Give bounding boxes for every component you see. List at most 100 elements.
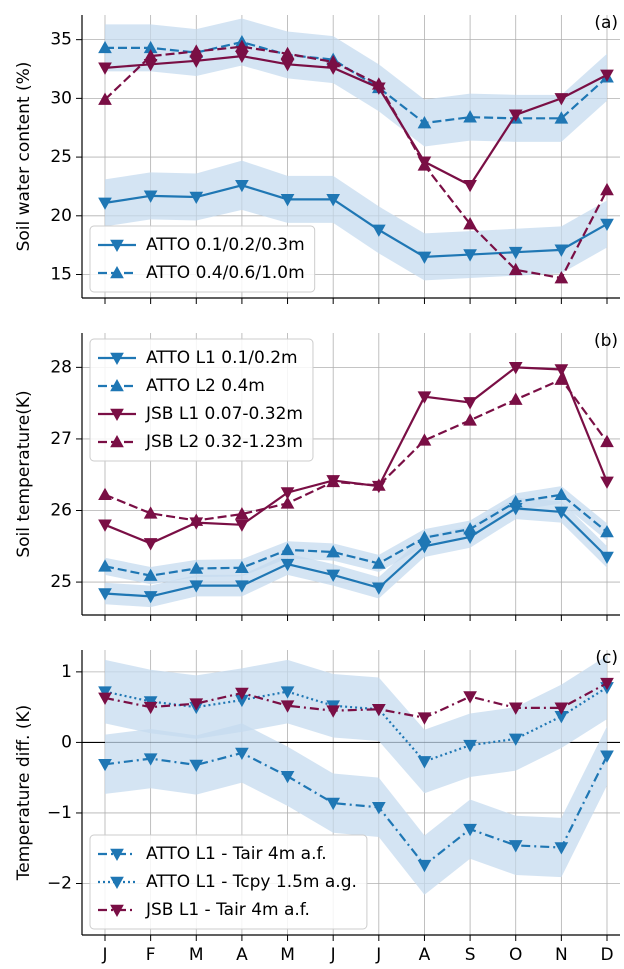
y-tick-label: 30 [50, 88, 72, 108]
marker [371, 478, 386, 491]
marker [417, 712, 432, 725]
marker [463, 397, 477, 410]
marker [326, 474, 341, 488]
error-band [333, 36, 379, 112]
marker [98, 40, 112, 54]
legend-label: JSB L2 0.32-1.23m [145, 432, 303, 452]
panel-label: (c) [595, 648, 618, 668]
error-band [105, 659, 151, 734]
series-line [104, 751, 608, 867]
legend-box [89, 338, 314, 462]
x-tick-label: M [280, 945, 295, 965]
marker [371, 556, 386, 569]
legend-label: ATTO L1 0.1/0.2m [146, 348, 298, 368]
marker [600, 476, 614, 489]
marker [600, 69, 614, 82]
legend-label: JSB L1 0.07-0.32m [145, 404, 303, 424]
y-tick-label: 15 [50, 265, 72, 285]
series-line [105, 40, 608, 125]
series-line [104, 493, 608, 577]
marker [417, 158, 432, 171]
marker [417, 251, 432, 264]
marker [600, 524, 614, 538]
legend-marker [110, 408, 124, 422]
marker [554, 702, 569, 715]
marker [143, 49, 158, 62]
x-tick-label: F [146, 945, 156, 965]
marker [326, 194, 341, 207]
marker [98, 62, 112, 75]
legend-label: ATTO 0.1/0.2/0.3m [146, 235, 305, 255]
marker [508, 702, 523, 715]
series-line [104, 682, 608, 719]
legend: ATTO L1 - Tair 4m a.f. ATTO L1 - Tcpy 1.5… [89, 834, 368, 930]
marker [189, 513, 204, 526]
marker [463, 179, 477, 193]
marker [508, 392, 523, 405]
marker [463, 691, 477, 704]
legend-label: ATTO L1 - Tcpy 1.5m a.g. [146, 872, 357, 892]
marker [280, 496, 295, 509]
legend-marker [110, 904, 124, 918]
marker [600, 218, 614, 232]
marker [326, 797, 341, 811]
legend-marker [110, 378, 124, 392]
marker [143, 701, 158, 715]
marker [600, 551, 614, 565]
y-tick-label: −1 [47, 803, 72, 823]
series-line [104, 378, 608, 522]
marker [463, 413, 477, 426]
marker [326, 705, 341, 718]
marker [600, 750, 614, 763]
marker [508, 109, 523, 122]
error-band [241, 723, 288, 806]
marker [280, 194, 295, 207]
marker [143, 591, 158, 604]
marker [554, 842, 569, 855]
x-tick-label: M [189, 945, 204, 965]
marker [280, 59, 295, 72]
marker [371, 77, 386, 90]
marker [280, 700, 295, 713]
error-band [196, 559, 242, 578]
legend: ATTO L1 0.1/0.2m ATTO L2 0.4m JSB L1 0.07-… [89, 338, 314, 462]
y-tick-label: 27 [50, 429, 72, 449]
error-band [241, 659, 288, 732]
marker [554, 364, 569, 377]
error-band [515, 684, 562, 771]
marker [326, 544, 341, 558]
series-line [104, 507, 608, 598]
marker [98, 487, 112, 501]
x-tick-label: S [465, 945, 476, 965]
marker [98, 686, 112, 699]
marker [235, 580, 249, 593]
marker [463, 110, 477, 123]
panel-label: (a) [594, 13, 618, 33]
marker [143, 753, 158, 766]
legend-label: ATTO L2 0.4m [146, 376, 265, 396]
series-line [104, 45, 608, 280]
x-tick-label: J [330, 945, 336, 965]
legend-marker [110, 265, 124, 279]
marker [235, 687, 249, 701]
marker [143, 190, 158, 203]
legend-marker [110, 352, 124, 366]
marker [463, 823, 477, 837]
marker [554, 372, 569, 385]
marker [371, 703, 386, 717]
marker [235, 747, 249, 761]
marker [189, 580, 204, 593]
error-band [196, 18, 242, 77]
marker [508, 840, 523, 853]
legend-marker [110, 848, 124, 862]
marker [280, 558, 295, 572]
marker [417, 391, 432, 404]
y-axis-label: Soil temperature(K) [14, 390, 34, 557]
y-tick-label: 1 [61, 662, 72, 682]
error-band [561, 726, 607, 878]
marker [98, 559, 112, 572]
marker [189, 698, 204, 711]
marker [189, 561, 204, 574]
x-tick-label: A [236, 945, 248, 965]
